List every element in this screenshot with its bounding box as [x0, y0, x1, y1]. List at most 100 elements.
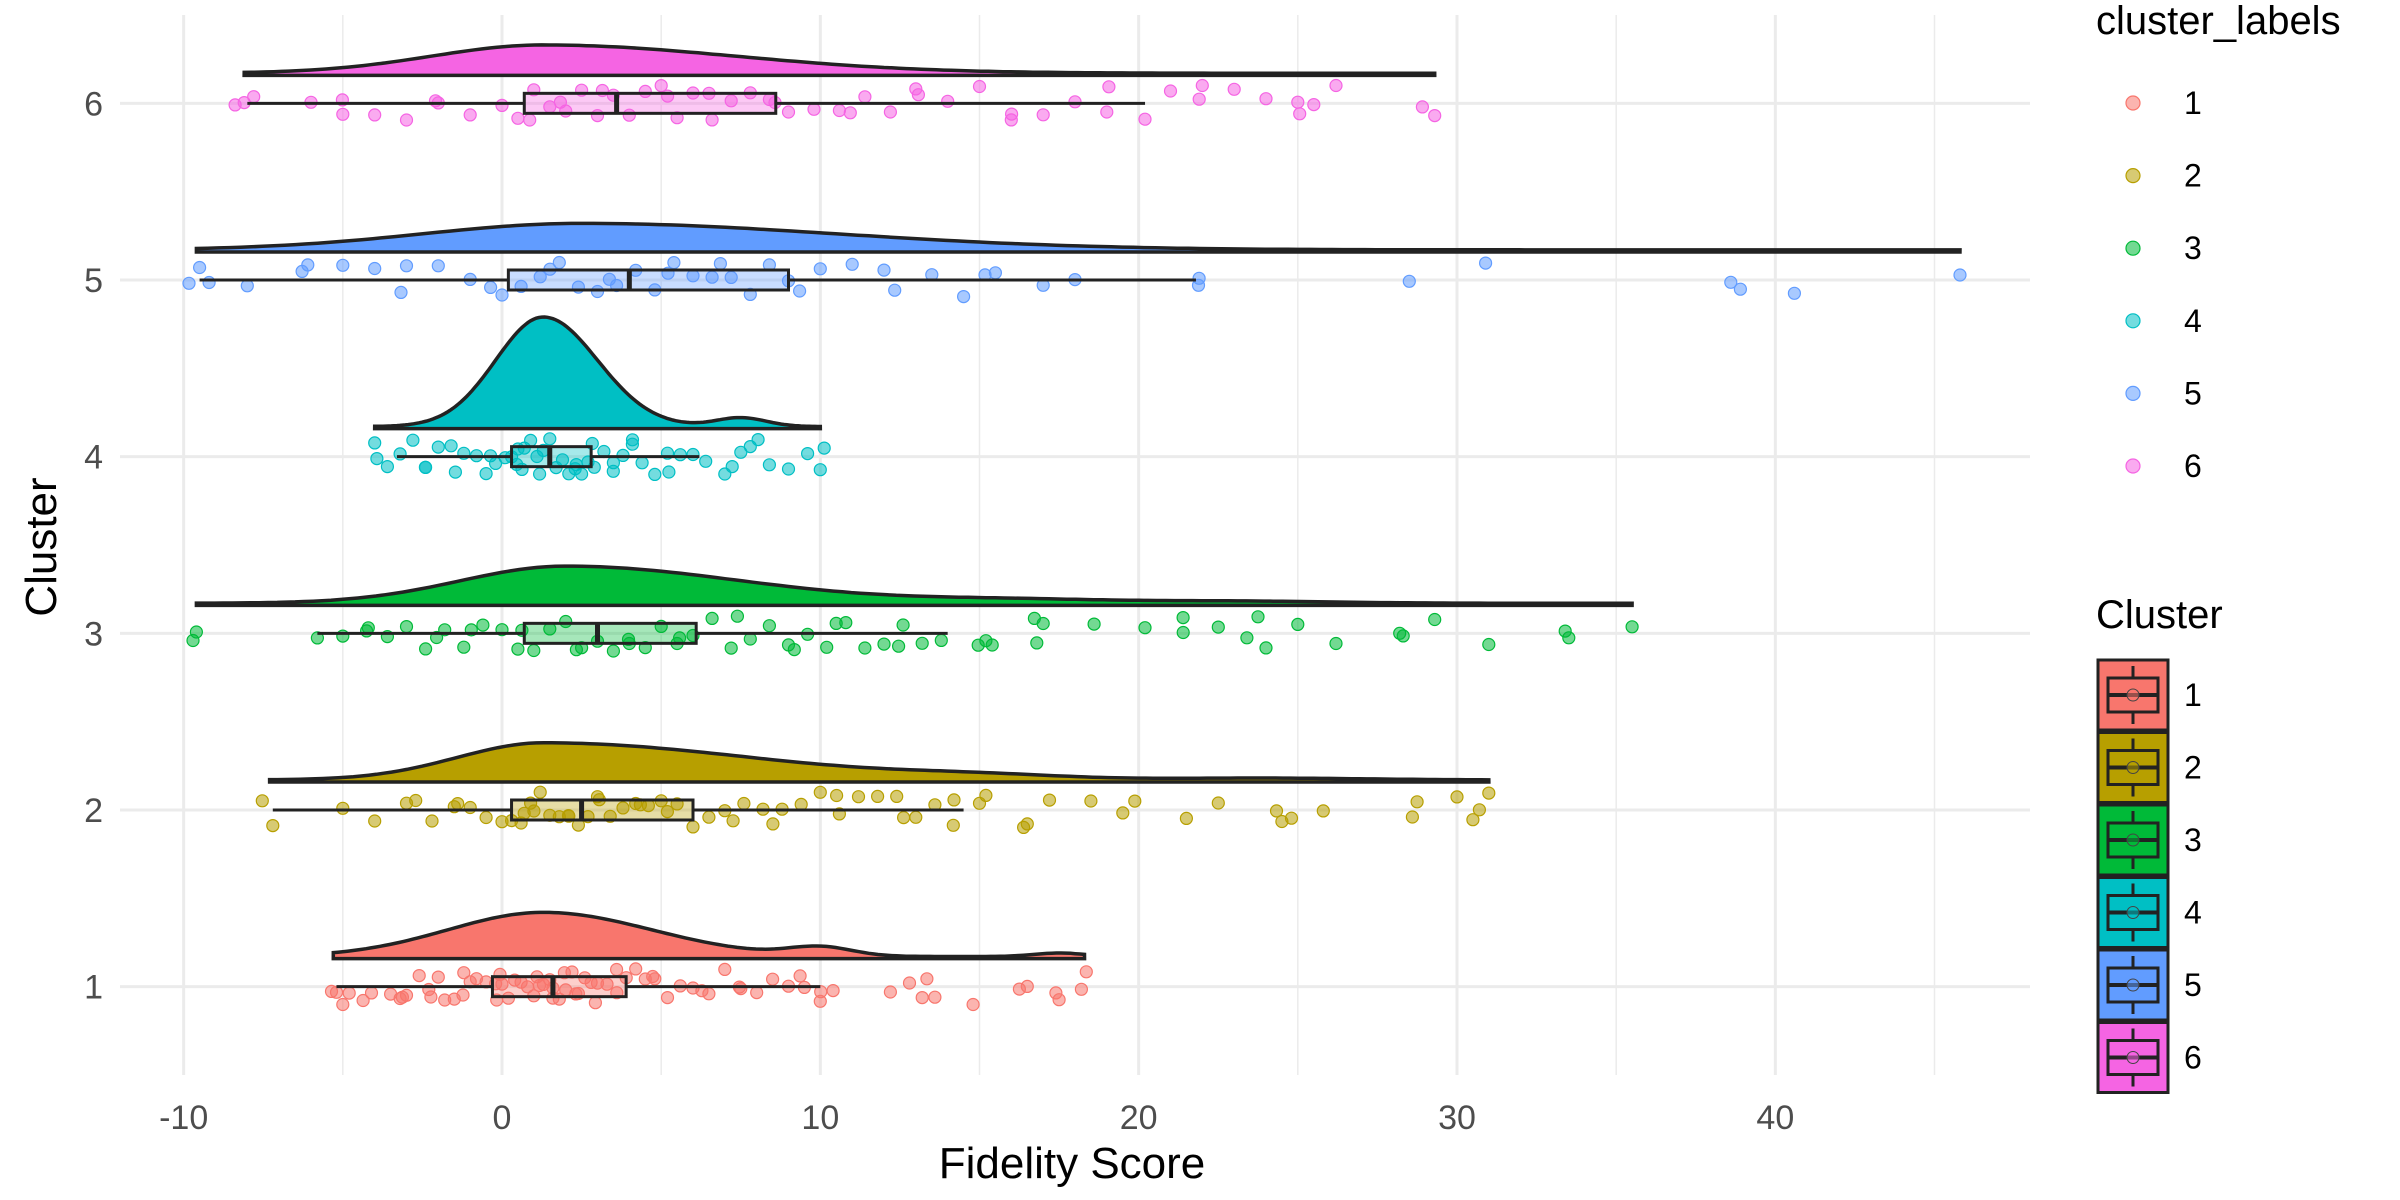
- data-point-cluster-2: [368, 814, 382, 828]
- data-point-cluster-3: [419, 642, 433, 656]
- data-point-cluster-4: [813, 463, 827, 477]
- data-point-cluster-3: [511, 642, 525, 656]
- data-point-cluster-6: [1004, 107, 1019, 121]
- data-point-cluster-2: [851, 790, 866, 804]
- data-point-cluster-3: [934, 633, 948, 648]
- data-point-cluster-6: [511, 111, 525, 125]
- data-point-cluster-3: [915, 636, 929, 650]
- data-point-cluster-1: [702, 987, 716, 1001]
- data-point-cluster-5: [877, 263, 891, 277]
- data-point-cluster-2: [1042, 793, 1057, 807]
- data-point-cluster-4: [419, 460, 433, 474]
- data-point-cluster-6: [428, 94, 443, 108]
- data-point-cluster-4: [686, 447, 700, 462]
- data-point-cluster-3: [1428, 612, 1442, 627]
- data-point-cluster-5: [495, 288, 509, 302]
- legend-label: 5: [2184, 375, 2202, 411]
- data-point-cluster-3: [730, 609, 745, 623]
- box-cluster-6: [522, 91, 778, 115]
- density-cloud-cluster-3: [194, 564, 1634, 608]
- data-point-cluster-1: [629, 962, 643, 976]
- data-point-cluster-2: [1316, 804, 1330, 818]
- data-point-cluster-3: [858, 641, 872, 655]
- y-tick-label: 5: [84, 262, 103, 300]
- data-point-cluster-3: [820, 640, 834, 654]
- legend-label: 2: [2184, 750, 2202, 786]
- data-point-cluster-4: [800, 447, 815, 461]
- x-tick-label: 0: [493, 1099, 512, 1137]
- data-point-cluster-2: [726, 814, 740, 828]
- data-point-cluster-3: [891, 639, 906, 653]
- data-point-cluster-4: [817, 441, 831, 455]
- data-point-cluster-4: [751, 433, 765, 447]
- data-point-cluster-6: [911, 88, 926, 102]
- density-cloud-cluster-2: [267, 741, 1491, 784]
- data-point-cluster-2: [1179, 811, 1194, 826]
- data-point-cluster-1: [750, 985, 764, 1000]
- data-point-cluster-6: [654, 78, 668, 93]
- data-point-cluster-6: [1068, 95, 1082, 109]
- legend-key-point: [2125, 168, 2141, 184]
- data-point-cluster-2: [1269, 804, 1284, 818]
- data-point-cluster-4: [532, 467, 547, 481]
- data-point-cluster-2: [1410, 795, 1424, 809]
- data-point-cluster-5: [1953, 268, 1967, 282]
- x-axis-ticks: -10 0 10 20 30 40: [159, 1099, 1794, 1137]
- data-point-cluster-6: [1163, 84, 1178, 98]
- data-point-cluster-3: [1176, 610, 1190, 625]
- legend-label: 4: [2184, 303, 2202, 339]
- data-point-cluster-5: [1724, 275, 1738, 289]
- data-point-cluster-1: [1052, 993, 1066, 1007]
- data-point-cluster-3: [476, 618, 490, 632]
- data-point-cluster-2: [829, 788, 844, 803]
- legend-key-point: [2126, 688, 2140, 702]
- data-point-cluster-6: [1227, 82, 1241, 96]
- data-point-cluster-2: [947, 793, 961, 807]
- data-point-cluster-5: [193, 260, 207, 275]
- data-point-cluster-5: [845, 257, 859, 271]
- legend-cluster-labels: cluster_labels 1 2 3 4 5 6: [2096, 0, 2341, 484]
- data-point-cluster-2: [616, 801, 630, 815]
- data-point-cluster-4: [543, 432, 557, 446]
- data-point-cluster-6: [941, 94, 955, 108]
- data-point-cluster-6: [1192, 92, 1206, 106]
- legend-key-point: [2125, 240, 2141, 256]
- y-tick-label: 3: [84, 615, 103, 653]
- data-point-cluster-1: [646, 969, 660, 984]
- data-point-cluster-5: [1478, 256, 1493, 270]
- data-point-cluster-3: [705, 611, 719, 626]
- data-point-cluster-2: [896, 810, 911, 825]
- density-cloud-cluster-4: [372, 315, 823, 431]
- x-axis-title: Fidelity Score: [939, 1139, 1206, 1188]
- data-point-cluster-4: [699, 454, 713, 468]
- x-tick-label: 10: [801, 1099, 839, 1137]
- data-point-cluster-3: [1259, 641, 1273, 655]
- data-point-cluster-1: [609, 962, 624, 977]
- legend-label: 6: [2184, 448, 2202, 484]
- data-point-cluster-3: [1396, 629, 1410, 643]
- density-cloud-cluster-5: [194, 221, 1962, 254]
- y-axis-title: Cluster: [17, 477, 66, 616]
- data-point-cluster-5: [1191, 278, 1206, 292]
- data-point-cluster-3: [1176, 625, 1190, 640]
- data-point-cluster-4: [734, 445, 748, 459]
- data-point-cluster-2: [766, 817, 780, 831]
- data-point-cluster-6: [858, 90, 872, 104]
- data-point-cluster-1: [966, 997, 980, 1012]
- data-point-cluster-5: [202, 275, 216, 290]
- data-point-cluster-2: [266, 818, 280, 833]
- data-point-cluster-4: [635, 456, 649, 470]
- data-point-cluster-1: [1012, 982, 1027, 996]
- box-cluster-2: [510, 798, 695, 822]
- legend-key-point: [2125, 95, 2141, 111]
- data-point-cluster-1: [814, 985, 828, 999]
- data-point-cluster-2: [409, 793, 423, 808]
- data-point-cluster-3: [1291, 617, 1305, 632]
- data-point-cluster-1: [660, 990, 675, 1005]
- data-point-cluster-4: [444, 439, 458, 453]
- data-point-cluster-1: [883, 985, 898, 999]
- data-point-cluster-3: [457, 640, 471, 654]
- data-point-cluster-5: [399, 259, 414, 273]
- data-point-cluster-3: [527, 643, 541, 658]
- data-point-cluster-4: [606, 464, 620, 478]
